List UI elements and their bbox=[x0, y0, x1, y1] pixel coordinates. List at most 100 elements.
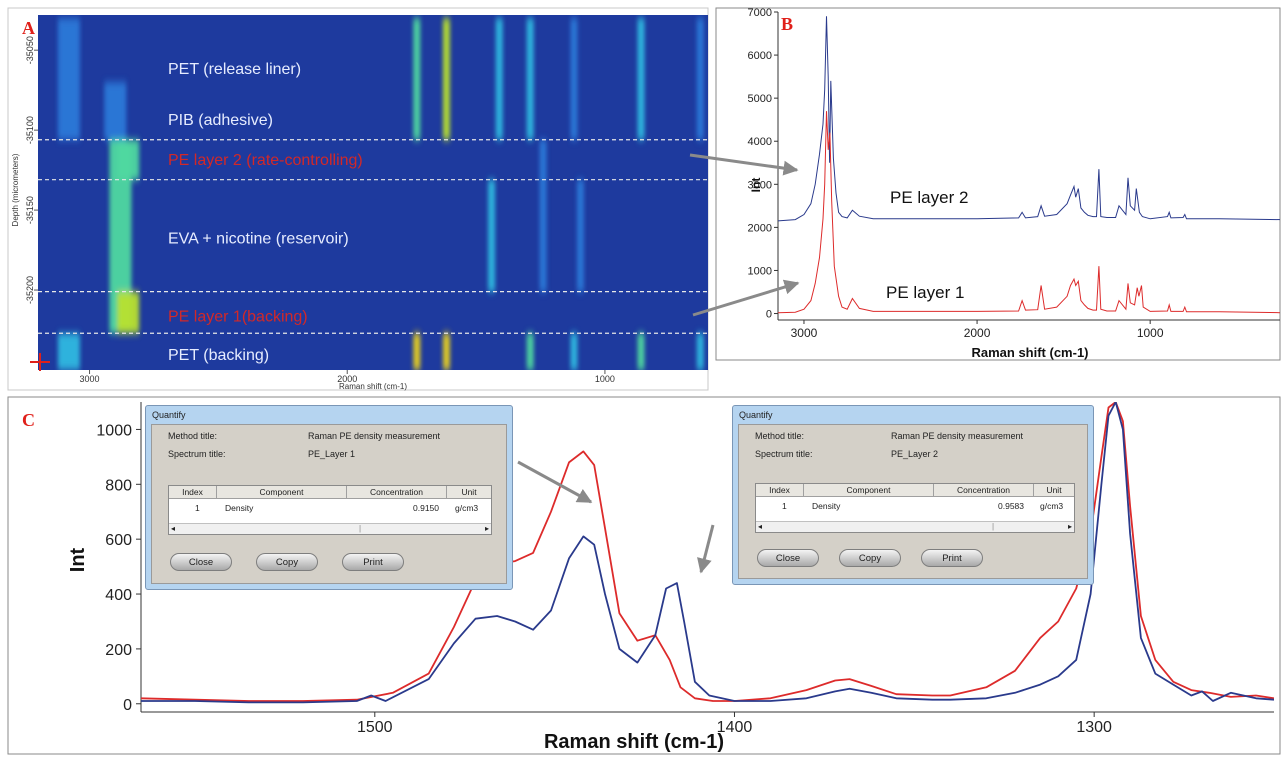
x-tick-label: 1500 bbox=[357, 719, 393, 736]
scroll-right-arrow-icon[interactable]: ▸ bbox=[1067, 522, 1072, 531]
heatmap-band bbox=[495, 18, 503, 140]
heatmap-band bbox=[413, 18, 421, 140]
scroll-left-arrow-icon[interactable]: ◂ bbox=[758, 522, 763, 531]
spectrum-line-pe-layer-1 bbox=[778, 111, 1280, 314]
row-unit: g/cm3 bbox=[1040, 501, 1064, 511]
arrow-dialog-1-to-peak bbox=[517, 460, 593, 504]
copy-button[interactable]: Copy bbox=[256, 553, 318, 571]
scroll-left-arrow-icon[interactable]: ◂ bbox=[171, 524, 176, 533]
panel-letter-b: B bbox=[781, 14, 793, 34]
panel-b-frame bbox=[715, 7, 1281, 361]
spectrum-title-label: Spectrum title: bbox=[168, 449, 226, 459]
results-table: Index Component Concentration Unit 1 Den… bbox=[168, 485, 492, 535]
col-header-concentration[interactable]: Concentration bbox=[934, 484, 1034, 497]
heatmap-band bbox=[570, 333, 578, 370]
heatmap-bands bbox=[57, 18, 704, 370]
heatmap-band bbox=[104, 82, 127, 140]
close-button[interactable]: Close bbox=[170, 553, 232, 571]
spectra-group bbox=[778, 16, 1280, 314]
x-tick-label: 2000 bbox=[964, 326, 991, 340]
horizontal-scrollbar[interactable]: ◂ | ▸ bbox=[169, 523, 491, 534]
spectrum-line-pe-layer-2 bbox=[141, 402, 1274, 704]
method-title-label: Method title: bbox=[168, 431, 218, 441]
row-component: Density bbox=[812, 501, 841, 511]
col-header-component[interactable]: Component bbox=[804, 484, 934, 497]
y-tick-label: 2000 bbox=[748, 222, 772, 234]
row-concentration: 0.9583 bbox=[998, 501, 1024, 511]
y-tick-label: -35200 bbox=[25, 276, 35, 304]
heatmap-band bbox=[57, 18, 80, 140]
heatmap-band bbox=[637, 333, 645, 370]
heatmap-band bbox=[570, 18, 578, 140]
y-tick-label: 4000 bbox=[748, 136, 772, 148]
panel-b: 0 1000 2000 3000 4000 5000 6000 7000 3000 2000 100… bbox=[715, 7, 1281, 361]
layer-label: EVA + nicotine (reservoir) bbox=[168, 230, 349, 247]
heatmap-band bbox=[696, 18, 704, 140]
col-header-index[interactable]: Index bbox=[756, 484, 804, 497]
scroll-thumb-icon[interactable]: | bbox=[359, 524, 362, 533]
col-header-concentration[interactable]: Concentration bbox=[347, 486, 447, 499]
heatmap-band bbox=[109, 139, 132, 334]
heatmap-band bbox=[637, 18, 645, 140]
y-axis-label: Depth (micrometers) bbox=[11, 153, 20, 226]
y-tick-label: 200 bbox=[105, 642, 132, 659]
row-unit: g/cm3 bbox=[455, 503, 479, 513]
close-button[interactable]: Close bbox=[757, 549, 819, 567]
col-header-unit[interactable]: Unit bbox=[1034, 484, 1074, 497]
heatmap-band bbox=[488, 179, 496, 292]
scroll-right-arrow-icon[interactable]: ▸ bbox=[484, 524, 489, 533]
y-tick-label: 1000 bbox=[748, 265, 772, 277]
origin-cross-marker bbox=[30, 353, 50, 371]
method-title-label: Method title: bbox=[755, 431, 805, 441]
callout-pe-layer-2: PE layer 2 bbox=[890, 188, 968, 207]
connector-arrows bbox=[517, 153, 800, 574]
panel-a-axes: 3000 2000 1000 Raman shift (cm-1) -35050 -351… bbox=[11, 36, 615, 391]
y-tick-label: -35150 bbox=[25, 196, 35, 224]
layer-label: PET (release liner) bbox=[168, 61, 301, 78]
quantify-dialog-layer-2: Quantify Method title: Raman PE density … bbox=[732, 405, 1094, 585]
callout-pe-layer-1: PE layer 1 bbox=[886, 283, 964, 302]
dialog-title: Quantify bbox=[739, 410, 773, 420]
heatmap-band bbox=[57, 333, 80, 370]
y-tick-label: 1000 bbox=[96, 422, 132, 439]
heatmap-band bbox=[696, 333, 704, 370]
col-header-component[interactable]: Component bbox=[217, 486, 347, 499]
copy-button[interactable]: Copy bbox=[839, 549, 901, 567]
row-index: 1 bbox=[782, 501, 787, 511]
row-component: Density bbox=[225, 503, 254, 513]
results-table: Index Component Concentration Unit 1 Den… bbox=[755, 483, 1075, 533]
y-tick-label: 3000 bbox=[748, 179, 772, 191]
y-tick-label: -35050 bbox=[25, 36, 35, 64]
print-button[interactable]: Print bbox=[921, 549, 983, 567]
print-button[interactable]: Print bbox=[342, 553, 404, 571]
panel-a: PET (release liner) PIB (adhesive) PE laye… bbox=[7, 7, 709, 391]
x-tick-label: 3000 bbox=[791, 326, 818, 340]
x-tick-label: 1300 bbox=[1076, 719, 1112, 736]
y-tick-label: 400 bbox=[105, 587, 132, 604]
heatmap-band bbox=[526, 18, 534, 140]
y-tick-label: 600 bbox=[105, 532, 132, 549]
layer-label: PET (backing) bbox=[168, 347, 269, 364]
spectrum-line-pe-layer-2 bbox=[778, 16, 1280, 222]
col-header-unit[interactable]: Unit bbox=[447, 486, 491, 499]
spectrum-title-value: PE_Layer 2 bbox=[891, 449, 939, 459]
arrow-a-to-b-layer-2 bbox=[689, 153, 799, 176]
col-header-index[interactable]: Index bbox=[169, 486, 217, 499]
x-axis-label: Raman shift (cm-1) bbox=[971, 345, 1088, 360]
arrow-a-to-b-layer-1 bbox=[692, 279, 800, 317]
method-title-value: Raman PE density measurement bbox=[308, 431, 441, 441]
heatmap-background bbox=[38, 15, 708, 370]
arrow-dialog-2-to-peak bbox=[697, 524, 715, 574]
y-tick-label: 0 bbox=[766, 309, 772, 321]
x-tick-label: 3000 bbox=[80, 374, 100, 384]
row-index: 1 bbox=[195, 503, 200, 513]
horizontal-scrollbar[interactable]: ◂ | ▸ bbox=[756, 521, 1074, 532]
heatmap-band bbox=[117, 291, 140, 334]
y-tick-label: 800 bbox=[105, 477, 132, 494]
scroll-thumb-icon[interactable]: | bbox=[992, 522, 995, 531]
y-tick-label: 0 bbox=[123, 697, 132, 714]
y-axis-label: Int bbox=[749, 178, 763, 193]
x-tick-label: 1400 bbox=[717, 719, 753, 736]
